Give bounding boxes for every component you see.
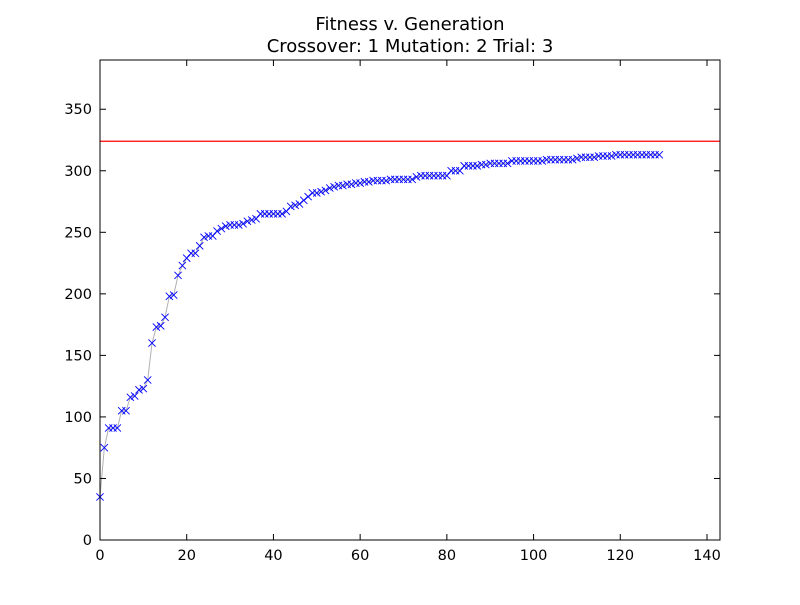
data-point	[122, 406, 130, 415]
data-point	[473, 161, 482, 170]
data-point	[317, 187, 326, 196]
data-point	[590, 153, 599, 162]
data-point	[481, 160, 490, 169]
data-point	[174, 271, 182, 280]
data-point	[126, 393, 135, 402]
x-tick-label: 40	[264, 548, 282, 564]
plot-frame	[99, 59, 721, 541]
plot-area: 0 20 40 60 80 100 120 140 0 50 100 150 200 250 300 350	[64, 59, 721, 564]
data-point	[356, 179, 365, 187]
x-tick-label: 120	[606, 548, 634, 564]
data-point	[338, 181, 347, 190]
y-tick-label: 150	[64, 348, 92, 364]
data-point	[568, 155, 577, 164]
y-tick-label: 300	[64, 164, 92, 180]
y-tick-label: 350	[64, 102, 92, 118]
data-point	[195, 241, 204, 250]
data-point	[330, 182, 339, 191]
data-point	[234, 221, 243, 229]
data-point	[130, 392, 139, 400]
data-point	[286, 202, 295, 211]
data-point	[113, 424, 122, 432]
x-tick-label: 0	[95, 548, 104, 564]
data-point	[408, 175, 417, 184]
data-point	[607, 152, 616, 160]
x-tick-label: 100	[520, 548, 548, 564]
data-point	[243, 217, 252, 226]
data-point	[304, 192, 313, 201]
data-point	[412, 173, 421, 181]
data-point	[143, 376, 152, 384]
y-tick-label: 50	[74, 471, 92, 487]
data-point	[200, 233, 208, 242]
data-point	[503, 159, 512, 168]
data-point	[299, 196, 308, 205]
data-point	[135, 385, 143, 394]
data-point	[100, 443, 109, 452]
data-point	[347, 180, 356, 189]
data-point	[152, 323, 161, 331]
data-point	[148, 339, 156, 347]
data-point	[573, 154, 581, 163]
y-tick-label: 0	[83, 533, 92, 549]
data-point	[165, 292, 174, 301]
data-point	[161, 313, 169, 322]
data-point	[139, 384, 148, 393]
data-point	[382, 176, 391, 185]
data-point	[191, 249, 200, 258]
x-tick-label: 140	[693, 548, 721, 564]
chart-title: Fitness v. Generation	[315, 14, 504, 35]
data-point	[239, 219, 247, 228]
y-tick-label: 250	[64, 225, 92, 241]
data-point	[156, 321, 165, 330]
data-point	[364, 177, 373, 186]
x-tick-label: 60	[351, 548, 369, 564]
data-point	[169, 291, 178, 299]
data-point	[538, 157, 547, 165]
data-point	[178, 261, 187, 270]
data-point	[312, 189, 321, 197]
y-tick-label: 100	[64, 410, 92, 426]
y-tick-label: 200	[64, 287, 92, 303]
x-tick-label: 20	[177, 548, 195, 564]
data-point	[295, 200, 304, 208]
data-point	[325, 184, 334, 192]
data-point	[655, 150, 664, 159]
chart-subtitle: Crossover: 1 Mutation: 2 Trial: 3	[267, 36, 554, 57]
series-line	[99, 154, 660, 497]
data-point	[291, 201, 300, 210]
data-point	[221, 222, 230, 231]
data-point	[278, 209, 287, 218]
data-point	[247, 216, 256, 224]
data-point	[213, 227, 221, 235]
data-point	[321, 186, 330, 195]
x-tick-label: 80	[438, 548, 456, 564]
data-point	[217, 224, 226, 233]
